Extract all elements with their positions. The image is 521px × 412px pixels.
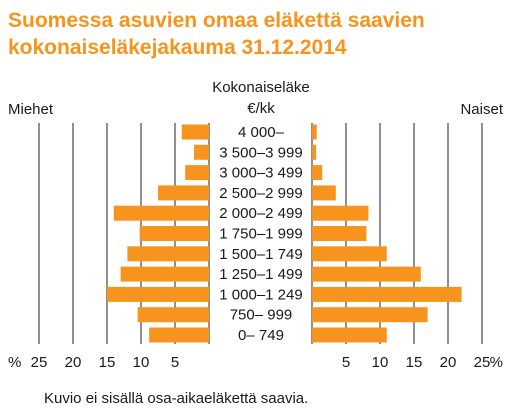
x-tick-right-10: 10	[372, 354, 389, 371]
bar-naiset-8	[312, 286, 462, 302]
x-tick-right-5: 5	[342, 354, 350, 371]
bar-miehet-3	[158, 185, 209, 201]
bar-miehet-10	[149, 327, 209, 343]
bar-naiset-6	[312, 246, 387, 262]
bar-miehet-5	[139, 226, 209, 241]
bar-miehet-6	[127, 246, 209, 262]
category-label: 1 750–1 999	[219, 226, 302, 243]
bar-naiset-2	[312, 165, 323, 181]
x-tick-right-25: 25	[474, 354, 491, 371]
x-tick-right-20: 20	[440, 354, 457, 371]
bar-naiset-4	[312, 205, 369, 221]
bar-miehet-0	[181, 124, 209, 140]
x-tick-left-20: 20	[65, 354, 82, 371]
bar-miehet-1	[194, 144, 209, 160]
category-label: 1 500–1 749	[219, 246, 302, 263]
bar-miehet-7	[120, 266, 209, 282]
legend-naiset: Naiset	[460, 101, 503, 118]
x-tick-left-15: 15	[99, 354, 116, 371]
chart-title-line-1: Suomessa asuvien omaa eläkettä saavien	[8, 9, 425, 32]
bars	[107, 124, 462, 343]
bar-naiset-1	[312, 144, 317, 160]
category-label: 4 000–	[238, 124, 285, 141]
x-tick-left-5: 5	[171, 354, 179, 371]
bar-miehet-8	[107, 286, 209, 302]
category-label: 2 500–2 999	[219, 185, 302, 202]
bar-naiset-5	[312, 226, 367, 241]
category-label: 1 000–1 249	[219, 286, 302, 303]
bar-naiset-0	[312, 124, 317, 140]
bar-miehet-9	[137, 307, 209, 323]
bar-naiset-9	[312, 307, 428, 323]
category-label: 3 500–3 999	[219, 144, 302, 161]
footnote: Kuvio ei sisällä osa-aikaeläkettä saavia…	[44, 390, 308, 407]
chart-title-line-2: kokonaiseläkejakauma 31.12.2014	[8, 36, 347, 59]
x-tick-labels: 25 20 15 10 5 5 10 15 20 25	[31, 354, 491, 371]
bar-miehet-2	[185, 165, 209, 181]
category-label: 2 000–2 499	[219, 205, 302, 222]
category-label: 3 000–3 499	[219, 165, 302, 182]
category-axis-label-line-2: €/kk	[247, 100, 275, 117]
bar-naiset-7	[312, 266, 421, 282]
category-label: 750– 999	[230, 307, 293, 324]
category-axis-label-line-1: Kokonaiseläke	[212, 79, 310, 96]
x-tick-left-25: 25	[31, 354, 48, 371]
unit-label-right: %	[490, 354, 503, 371]
bar-miehet-4	[113, 205, 209, 221]
bar-naiset-3	[312, 185, 336, 201]
category-label: 0– 749	[238, 327, 284, 344]
x-tick-left-10: 10	[133, 354, 150, 371]
x-tick-right-15: 15	[406, 354, 423, 371]
bar-naiset-10	[312, 327, 387, 343]
unit-label-left: %	[8, 354, 21, 371]
category-labels: 4 000– 3 500–3 999 3 000–3 499 2 500–2 999 2…	[219, 124, 302, 344]
legend-miehet: Miehet	[8, 101, 54, 118]
category-label: 1 250–1 499	[219, 266, 302, 283]
